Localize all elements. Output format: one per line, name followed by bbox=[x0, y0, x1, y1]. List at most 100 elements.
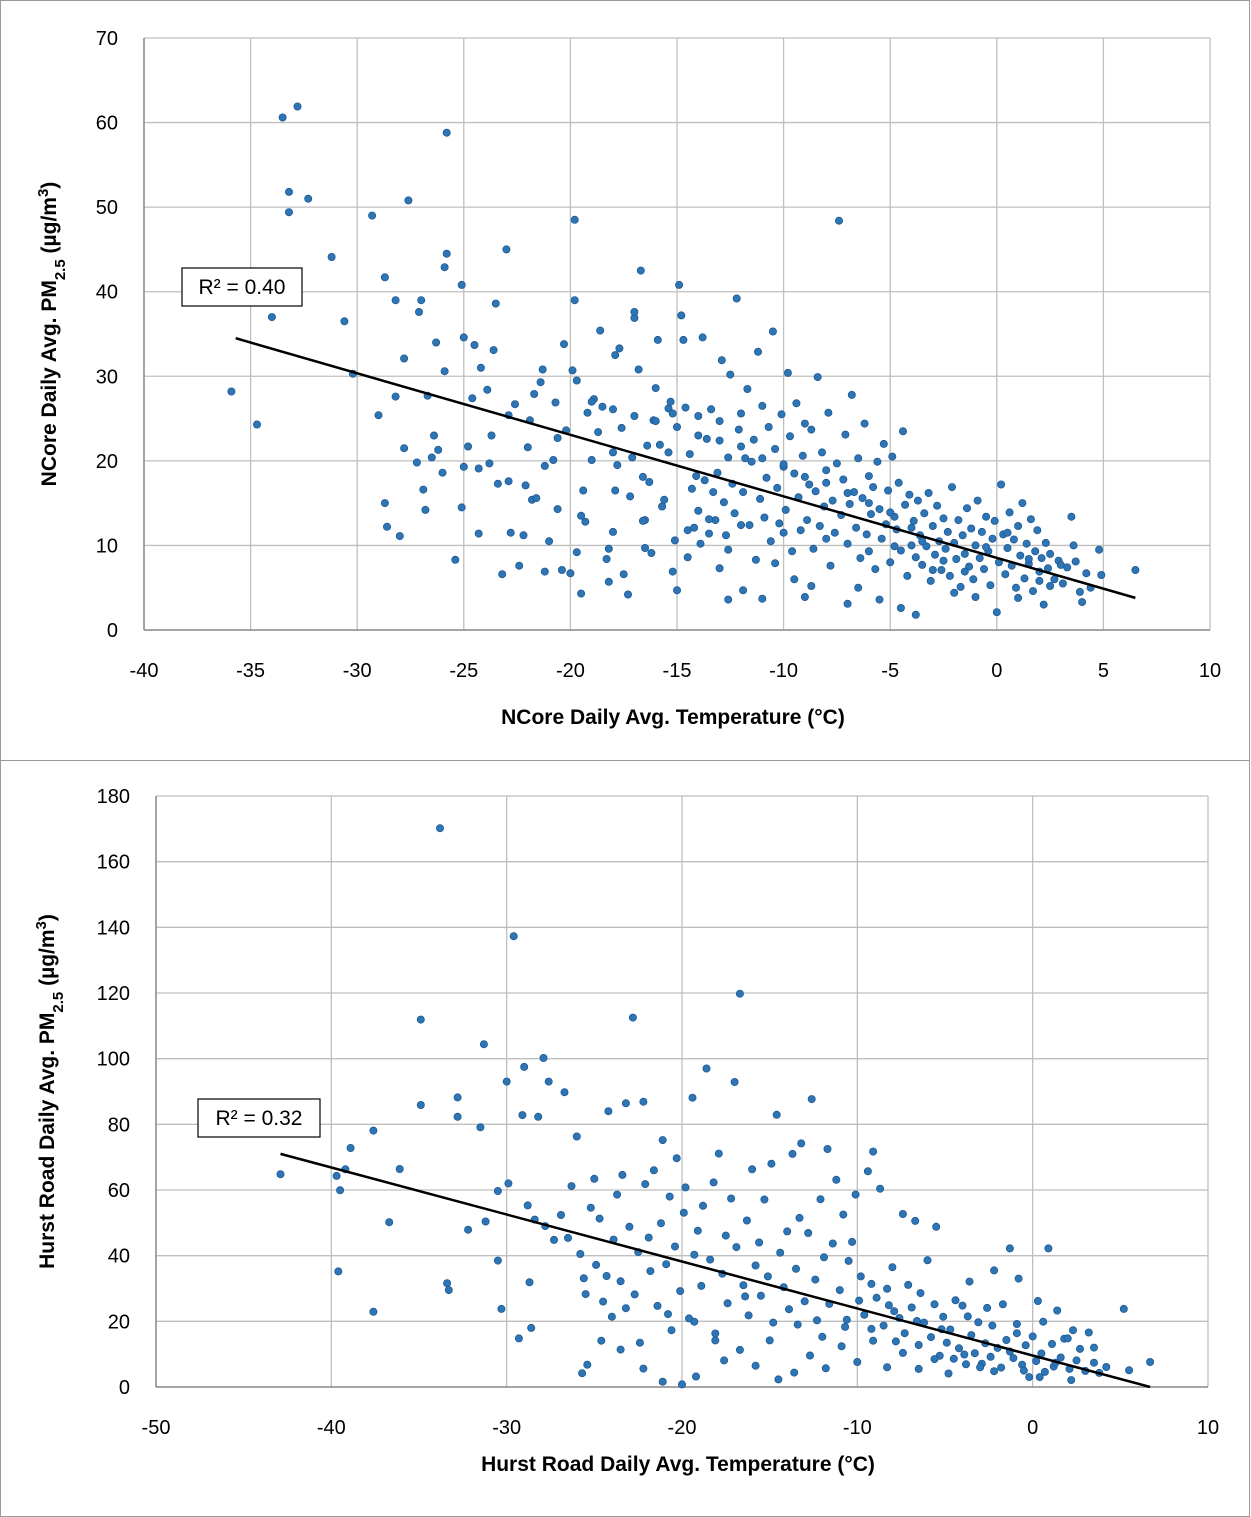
data-point bbox=[926, 576, 935, 585]
data-point bbox=[958, 531, 967, 540]
data-point bbox=[948, 483, 957, 492]
data-point bbox=[734, 425, 743, 434]
data-point bbox=[681, 1183, 690, 1192]
data-point bbox=[1040, 1367, 1049, 1376]
data-point bbox=[572, 376, 581, 385]
data-point bbox=[489, 346, 498, 355]
data-point bbox=[1102, 1363, 1111, 1372]
data-point bbox=[792, 399, 801, 408]
x-tick-label: -30 bbox=[343, 660, 372, 682]
data-point bbox=[930, 1355, 939, 1364]
data-point bbox=[875, 595, 884, 604]
data-point bbox=[844, 1256, 853, 1265]
data-point bbox=[990, 1266, 999, 1275]
data-point bbox=[837, 1342, 846, 1351]
data-point bbox=[476, 363, 485, 372]
data-point bbox=[811, 1275, 820, 1284]
data-point bbox=[800, 472, 809, 481]
data-point bbox=[907, 541, 916, 550]
data-point bbox=[442, 128, 451, 137]
data-point bbox=[453, 1093, 462, 1102]
data-point bbox=[914, 1364, 923, 1373]
data-point bbox=[706, 1255, 715, 1264]
x-tick-labels: -40 -35 -30 -25 -20 -15 -10 -5 0 5 10 bbox=[130, 660, 1222, 682]
data-point bbox=[983, 1303, 992, 1312]
data-point bbox=[678, 1380, 687, 1389]
data-point bbox=[530, 389, 539, 398]
data-point bbox=[432, 338, 441, 347]
data-point bbox=[400, 354, 409, 363]
data-point bbox=[694, 506, 703, 515]
data-point bbox=[568, 366, 577, 375]
data-point bbox=[369, 1307, 378, 1316]
data-point bbox=[560, 1088, 569, 1097]
data-point bbox=[900, 1329, 909, 1338]
data-point bbox=[828, 496, 837, 505]
data-point bbox=[252, 420, 261, 429]
data-point bbox=[675, 280, 684, 289]
data-point bbox=[284, 187, 293, 196]
data-point bbox=[1035, 1373, 1044, 1382]
data-point bbox=[419, 485, 428, 494]
data-point bbox=[474, 464, 483, 473]
data-point bbox=[853, 1358, 862, 1367]
data-point bbox=[1024, 555, 1033, 564]
data-point bbox=[668, 567, 677, 576]
data-point bbox=[772, 1110, 781, 1119]
data-point bbox=[481, 1217, 490, 1226]
data-point bbox=[839, 1210, 848, 1219]
data-point bbox=[1046, 549, 1055, 558]
r-squared-text: R² = 0.32 bbox=[216, 1107, 303, 1130]
data-point bbox=[888, 452, 897, 461]
data-point bbox=[786, 432, 795, 441]
data-point bbox=[587, 455, 596, 464]
data-point bbox=[677, 311, 686, 320]
y-tick-label: 40 bbox=[96, 282, 118, 304]
data-point bbox=[1075, 587, 1084, 596]
data-point bbox=[673, 422, 682, 431]
data-point bbox=[602, 1271, 611, 1280]
x-tick-label: -25 bbox=[449, 660, 478, 682]
data-point bbox=[514, 1334, 523, 1343]
data-point bbox=[523, 443, 532, 452]
data-point bbox=[557, 1210, 566, 1219]
data-point bbox=[749, 435, 758, 444]
data-point bbox=[898, 1209, 907, 1218]
data-point bbox=[327, 252, 336, 261]
data-point bbox=[760, 513, 769, 522]
data-point bbox=[824, 408, 833, 417]
data-point bbox=[937, 566, 946, 575]
data-point bbox=[491, 299, 500, 308]
data-point bbox=[920, 509, 929, 518]
y-tick-label: 0 bbox=[107, 620, 118, 642]
data-point bbox=[815, 522, 824, 531]
data-point bbox=[1048, 1340, 1057, 1349]
data-point bbox=[440, 367, 449, 376]
data-point bbox=[783, 1227, 792, 1236]
data-point bbox=[854, 454, 863, 463]
data-point bbox=[304, 194, 313, 203]
data-point bbox=[506, 528, 515, 537]
data-point bbox=[618, 1170, 627, 1179]
data-point bbox=[785, 1305, 794, 1314]
data-point bbox=[442, 249, 451, 258]
data-point bbox=[592, 1260, 601, 1269]
data-point bbox=[532, 494, 541, 503]
x-tick-label: -20 bbox=[556, 660, 585, 682]
data-point bbox=[404, 196, 413, 205]
data-point bbox=[911, 1216, 920, 1225]
data-point bbox=[578, 1369, 587, 1378]
data-point bbox=[613, 1190, 622, 1199]
data-point bbox=[992, 608, 1001, 617]
data-point bbox=[762, 473, 771, 482]
data-point bbox=[943, 527, 952, 536]
y-tick-labels: 0 10 20 30 40 50 60 70 bbox=[96, 28, 118, 642]
data-point bbox=[583, 408, 592, 417]
y-tick-label: 40 bbox=[108, 1246, 130, 1268]
data-point bbox=[717, 356, 726, 365]
data-point bbox=[646, 1267, 655, 1276]
data-point bbox=[960, 567, 969, 576]
data-point bbox=[444, 1286, 453, 1295]
data-point bbox=[858, 494, 867, 503]
data-point bbox=[756, 1291, 765, 1300]
